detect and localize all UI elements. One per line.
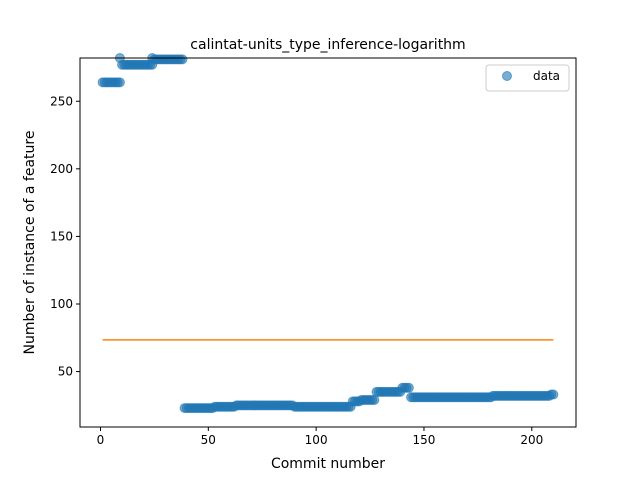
x-tick-label: 0	[97, 433, 105, 447]
y-tick-label: 150	[50, 229, 73, 243]
y-tick-label: 50	[58, 365, 73, 379]
legend-label-data: data	[533, 69, 560, 83]
y-axis-label: Number of instance of a feature	[22, 131, 38, 355]
y-tick-label: 100	[50, 297, 73, 311]
data-point	[403, 382, 414, 393]
data-point	[369, 394, 380, 405]
x-tick-label: 200	[520, 433, 543, 447]
x-ticks: 0 50 100 150 200	[97, 427, 543, 447]
y-tick-label: 250	[50, 94, 73, 108]
legend-marker-data	[502, 71, 512, 81]
chart-title: calintat-units_type_inference-logarithm	[190, 37, 465, 53]
x-tick-label: 50	[201, 433, 216, 447]
x-tick-label: 150	[413, 433, 436, 447]
data-point	[114, 77, 125, 88]
y-ticks: 50 100 150 200 250	[50, 94, 80, 379]
data-point	[548, 389, 559, 400]
plot-area	[97, 53, 559, 414]
x-axis-label: Commit number	[271, 456, 385, 472]
y-tick-label: 200	[50, 162, 73, 176]
data-point	[177, 54, 188, 65]
x-tick-label: 100	[305, 433, 328, 447]
legend: data	[485, 64, 570, 92]
axes-frame	[79, 57, 577, 428]
